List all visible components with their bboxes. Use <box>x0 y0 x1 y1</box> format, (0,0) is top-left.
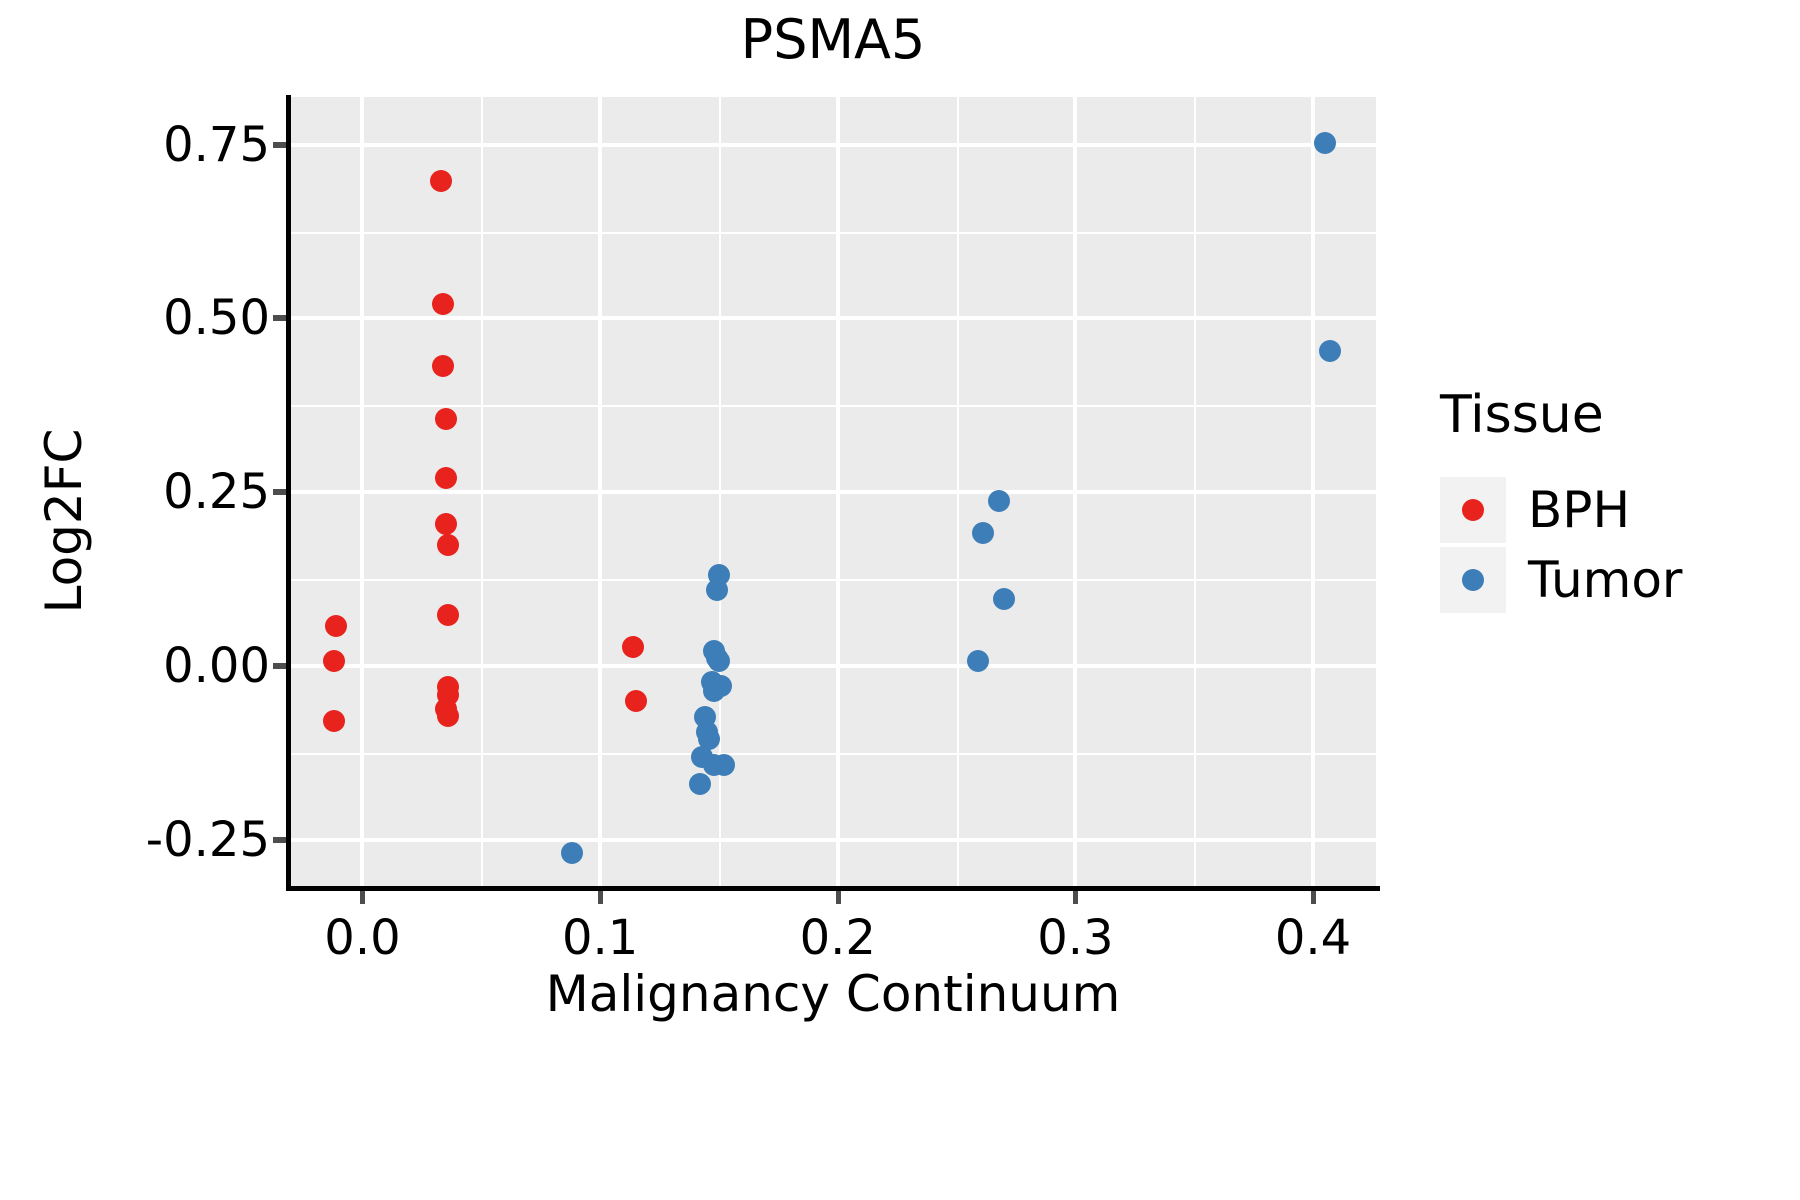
legend: Tissue BPH Tumor <box>1440 385 1780 615</box>
data-point <box>703 679 726 702</box>
y-tick-mark <box>273 315 286 322</box>
legend-item-label: Tumor <box>1528 551 1683 609</box>
x-tick-mark <box>835 891 841 904</box>
data-point <box>705 578 728 601</box>
gridline-minor-y <box>290 753 1376 756</box>
data-point <box>560 842 583 865</box>
y-tick-mark <box>273 837 286 844</box>
y-tick-mark <box>273 141 286 148</box>
x-tick-mark <box>1311 891 1317 904</box>
data-point <box>1313 132 1336 155</box>
data-point <box>624 689 647 712</box>
legend-item-bph[interactable]: BPH <box>1440 475 1780 545</box>
gridline-minor-y <box>290 405 1376 408</box>
page-title: PSMA5 <box>740 8 926 71</box>
data-point <box>622 635 645 658</box>
data-point <box>432 355 455 378</box>
plot-panel <box>290 97 1376 887</box>
x-tick-label: 0.1 <box>561 910 639 966</box>
y-tick-label: 0.75 <box>163 116 270 173</box>
x-tick-label: 0.3 <box>1037 910 1114 966</box>
data-point <box>988 489 1011 512</box>
gridline-major-y <box>290 838 1376 843</box>
gridline-major-y <box>290 316 1376 321</box>
y-axis-title: Log2FC <box>35 428 93 614</box>
data-point <box>698 727 721 750</box>
data-point <box>322 710 345 733</box>
data-point <box>434 512 457 535</box>
data-point <box>712 753 735 776</box>
y-tick-label: -0.25 <box>145 812 270 869</box>
gridline-major-y <box>290 664 1376 669</box>
legend-point-icon <box>1462 499 1484 521</box>
data-point <box>325 614 348 637</box>
data-point <box>432 292 455 315</box>
legend-title: Tissue <box>1440 385 1604 445</box>
legend-key-swatch <box>1440 477 1506 543</box>
data-point <box>966 649 989 672</box>
x-tick-mark <box>360 891 366 904</box>
y-tick-label: 0.50 <box>163 290 270 347</box>
data-point <box>429 170 452 193</box>
data-point <box>322 649 345 672</box>
x-tick-label: 0.4 <box>1274 910 1352 966</box>
legend-point-icon <box>1462 569 1484 591</box>
y-axis-line <box>286 95 291 889</box>
y-tick-label: 0.00 <box>163 638 270 695</box>
x-tick-mark <box>1073 891 1079 904</box>
data-point <box>437 603 460 626</box>
legend-items: BPH Tumor <box>1440 475 1780 615</box>
data-point <box>434 408 457 431</box>
x-tick-label: 0.2 <box>799 910 876 966</box>
x-axis-title: Malignancy Continuum <box>545 965 1121 1023</box>
legend-item-tumor[interactable]: Tumor <box>1440 545 1780 615</box>
data-point <box>437 534 460 557</box>
legend-item-label: BPH <box>1528 481 1631 539</box>
data-point <box>993 588 1016 611</box>
gridline-major-y <box>290 490 1376 495</box>
data-point <box>437 705 460 728</box>
x-axis-line <box>286 886 1380 891</box>
gridline-minor-y <box>290 579 1376 582</box>
data-point <box>971 521 994 544</box>
data-point <box>434 467 457 490</box>
x-tick-label: 0.0 <box>324 910 401 966</box>
y-tick-mark <box>273 663 286 670</box>
x-tick-mark <box>598 891 604 904</box>
gridline-minor-y <box>290 231 1376 234</box>
y-tick-mark <box>273 489 286 496</box>
data-point <box>707 649 730 672</box>
data-point <box>1318 340 1341 363</box>
gridline-major-y <box>290 142 1376 147</box>
legend-key-swatch <box>1440 547 1506 613</box>
y-tick-label: 0.25 <box>163 464 270 521</box>
data-point <box>688 773 711 796</box>
